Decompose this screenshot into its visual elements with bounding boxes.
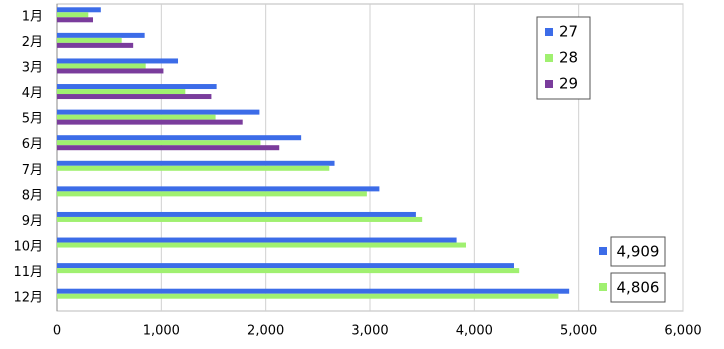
bar [57,114,216,120]
bar [57,165,330,171]
bar [57,191,367,197]
bar [57,37,122,43]
bar [57,89,186,95]
value-label: 4,806 [617,279,660,297]
y-tick-label: 3月 [22,60,43,75]
legend-swatch [545,54,553,62]
value-label: 4,909 [617,243,660,261]
legend-swatch [545,28,553,36]
bar [57,288,570,294]
y-tick-label: 11月 [13,265,43,280]
y-tick-label: 9月 [22,214,43,229]
bar [57,242,466,248]
x-tick-label: 2,000 [247,324,284,339]
bar [57,109,260,115]
bar [57,63,146,69]
x-tick-label: 0 [53,324,61,339]
bar [57,84,217,90]
bar [57,140,261,146]
x-tick-label: 5,000 [560,324,597,339]
bar [57,7,101,13]
x-tick-label: 6,000 [664,324,701,339]
bar [57,211,416,217]
y-tick-label: 7月 [22,163,43,178]
y-tick-label: 8月 [22,188,43,203]
y-tick-label: 4月 [22,86,43,101]
bar [57,237,457,243]
y-tick-label: 6月 [22,137,43,152]
bar [57,17,93,23]
bar [57,58,179,64]
bar [57,145,280,151]
bar [57,216,423,222]
y-tick-label: 2月 [22,35,43,50]
bar [57,32,145,38]
bar [57,160,335,166]
bar [57,12,89,18]
x-tick-label: 1,000 [143,324,180,339]
y-tick-label: 1月 [22,9,43,24]
y-tick-label: 12月 [13,291,43,306]
bar [57,186,380,192]
value-label-box [610,272,666,303]
x-tick-label: 3,000 [351,324,388,339]
y-tick-label: 10月 [13,240,43,255]
bar [57,293,559,299]
legend-label: 28 [559,49,578,67]
bar [57,42,134,48]
value-label-swatch [599,247,607,255]
legend-swatch [545,80,553,88]
bar [57,68,164,74]
x-tick-label: 4,000 [456,324,493,339]
bar [57,268,520,274]
legend-label: 27 [559,23,578,41]
value-label-box [610,236,666,267]
legend-label: 29 [559,75,578,93]
bar [57,263,514,269]
bar [57,94,212,100]
y-tick-label: 5月 [22,112,43,127]
bar [57,135,302,141]
bar [57,119,243,125]
value-label-swatch [599,283,607,291]
